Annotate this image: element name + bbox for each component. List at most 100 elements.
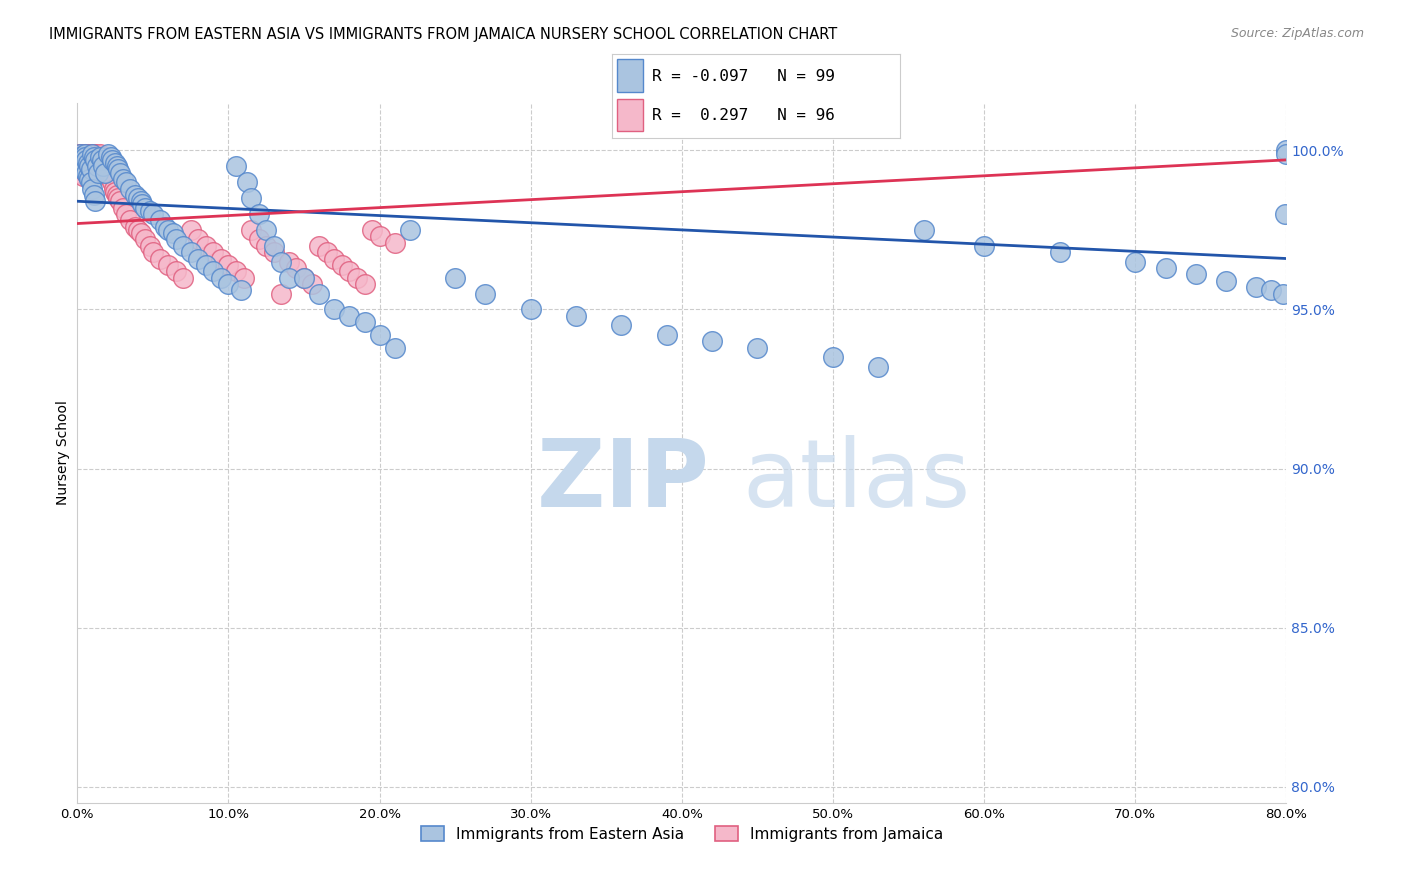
Point (361, 223, 384, 237)
Point (67, 153, 90, 167)
Point (129, 194, 152, 209)
Point (73, 162, 96, 177)
Point (69, 159, 91, 173)
Point (83, 187, 105, 202)
Point (165, 232, 187, 246)
Bar (617, 60, 644, 92)
Point (157, 223, 180, 237)
Point (114, 175, 136, 189)
Point (69, 165, 91, 179)
Point (134, 232, 156, 246)
Point (153, 219, 176, 234)
Point (1275, 144, 1298, 158)
Point (79, 159, 101, 173)
Point (142, 207, 165, 221)
Point (384, 235, 406, 250)
Point (1049, 245, 1071, 260)
Legend: Immigrants from Eastern Asia, Immigrants from Jamaica: Immigrants from Eastern Asia, Immigrants… (415, 820, 949, 847)
Point (821, 350, 844, 364)
Point (120, 181, 142, 195)
Point (69, 150, 91, 164)
Point (87, 150, 110, 164)
Point (1215, 274, 1237, 288)
Point (100, 172, 122, 186)
Point (330, 258, 353, 272)
Point (127, 223, 149, 237)
Point (285, 261, 308, 276)
Point (187, 252, 209, 266)
Point (194, 258, 217, 272)
Point (444, 270, 467, 285)
Point (69, 146, 91, 161)
Point (91, 153, 114, 167)
Point (218, 277, 240, 291)
Point (111, 172, 134, 186)
Point (308, 286, 330, 301)
Point (72, 156, 94, 170)
Point (108, 165, 131, 179)
Text: R = -0.097   N = 99: R = -0.097 N = 99 (652, 69, 835, 84)
Point (67, 153, 90, 167)
Point (77, 146, 100, 161)
Point (107, 162, 129, 177)
Point (225, 159, 247, 173)
Point (131, 197, 153, 211)
Point (165, 264, 187, 278)
Point (79, 172, 101, 186)
Point (77, 162, 100, 177)
Point (247, 232, 270, 246)
Point (77, 156, 100, 170)
Point (105, 159, 128, 173)
Point (202, 245, 225, 260)
Point (270, 286, 292, 301)
Point (93, 165, 115, 179)
Point (912, 223, 935, 237)
Point (79, 150, 101, 164)
Point (337, 309, 360, 323)
Point (308, 239, 330, 253)
Point (105, 187, 128, 202)
Point (82, 162, 104, 177)
Point (75, 153, 97, 167)
Point (103, 181, 125, 195)
Point (86, 159, 108, 173)
Point (337, 264, 360, 278)
Point (69, 150, 91, 164)
Point (202, 264, 225, 278)
Point (353, 315, 375, 329)
Point (124, 187, 146, 202)
Point (139, 239, 162, 253)
Point (70, 153, 93, 167)
Point (142, 245, 165, 260)
Point (75, 156, 97, 170)
Point (1272, 286, 1295, 301)
Point (73, 146, 96, 161)
Point (157, 258, 180, 272)
Point (80, 146, 103, 161)
Point (1275, 146, 1298, 161)
Point (353, 277, 375, 291)
Point (368, 229, 391, 244)
Point (565, 309, 588, 323)
Point (868, 359, 890, 374)
Point (96, 159, 118, 173)
Y-axis label: Nursery School: Nursery School (56, 401, 70, 505)
Point (346, 270, 368, 285)
Point (315, 245, 337, 260)
Text: R =  0.297   N = 96: R = 0.297 N = 96 (652, 108, 835, 123)
Point (973, 239, 995, 253)
Point (80, 153, 103, 167)
Text: atlas: atlas (742, 434, 970, 526)
Point (72, 156, 94, 170)
Point (90, 150, 112, 164)
Text: ZIP: ZIP (537, 434, 710, 526)
Point (1260, 284, 1282, 298)
Point (84, 153, 107, 167)
Point (194, 239, 217, 253)
Point (111, 201, 134, 215)
Point (77, 169, 100, 183)
Point (254, 223, 277, 237)
Point (235, 175, 257, 189)
Point (240, 223, 263, 237)
Point (70, 153, 93, 167)
